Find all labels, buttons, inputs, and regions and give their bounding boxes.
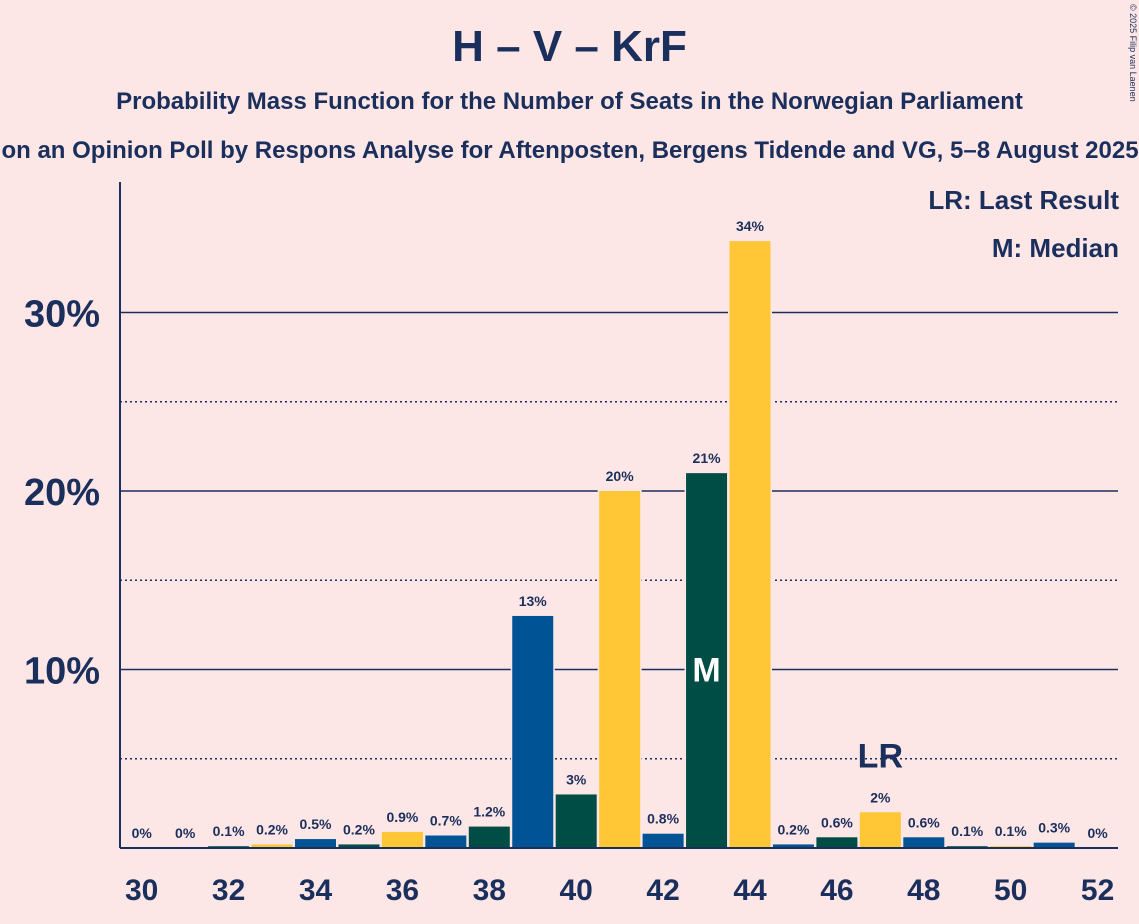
bar-value-label: 0.2%: [343, 821, 375, 837]
x-tick-label: 34: [299, 874, 333, 907]
bar-value-label: 0.8%: [647, 811, 679, 827]
bar-value-label: 0.5%: [300, 816, 332, 832]
x-tick-label: 50: [994, 874, 1027, 907]
x-tick-label: 38: [473, 874, 506, 907]
bar-value-label: 0.3%: [1038, 820, 1070, 836]
chart-subtitle: Probability Mass Function for the Number…: [116, 88, 1023, 115]
bar: [295, 839, 336, 848]
bar: [381, 831, 423, 848]
bar-value-label: 0.6%: [908, 814, 940, 830]
x-tick-label: 48: [907, 874, 940, 907]
bar: [599, 491, 641, 848]
x-tick-label: 32: [212, 874, 245, 907]
bar-value-label: 1.2%: [473, 804, 505, 820]
bar: [816, 837, 858, 848]
bar-value-label: 0%: [175, 825, 196, 841]
bar: [642, 833, 684, 848]
bar: [512, 615, 554, 848]
bar-value-label: 0.1%: [995, 823, 1027, 839]
bar-value-label: 13%: [519, 593, 548, 609]
bar: [1033, 842, 1075, 848]
bar-value-label: 0.6%: [821, 814, 853, 830]
bar-value-label: 20%: [606, 468, 635, 484]
legend-last-result: LR: Last Result: [928, 185, 1119, 215]
bar-value-label: 0.9%: [386, 809, 418, 825]
x-tick-label: 30: [125, 874, 158, 907]
bar-value-label: 0%: [132, 825, 153, 841]
y-tick-label: 10%: [24, 651, 100, 693]
x-tick-label: 46: [820, 874, 853, 907]
legend-median: M: Median: [991, 233, 1119, 263]
median-marker: M: [692, 652, 720, 690]
y-tick-label: 20%: [24, 472, 100, 514]
x-tick-label: 40: [560, 874, 593, 907]
bar-value-label: 21%: [693, 450, 722, 466]
bar: [425, 835, 467, 848]
bar-value-label: 0.1%: [213, 823, 245, 839]
chart-subtitle-source: on an Opinion Poll by Respons Analyse fo…: [1, 137, 1139, 164]
bar-value-label: 34%: [736, 218, 765, 234]
bar: [251, 844, 293, 848]
y-tick-label: 30%: [24, 294, 100, 336]
bar-value-label: 0.2%: [256, 821, 288, 837]
x-tick-label: 44: [733, 874, 767, 907]
bar-value-label: 3%: [566, 771, 587, 787]
bar: [729, 241, 771, 849]
bar-value-label: 2%: [870, 789, 891, 805]
last-result-marker: LR: [858, 737, 903, 775]
bar: [903, 837, 945, 848]
bar: [555, 794, 597, 848]
chart-title: H – V – KrF: [452, 22, 687, 71]
bar: [338, 844, 380, 848]
bar-value-label: 0.2%: [777, 821, 809, 837]
x-tick-label: 42: [646, 874, 679, 907]
x-tick-label: 36: [386, 874, 419, 907]
bar-value-label: 0.1%: [951, 823, 983, 839]
bar: [772, 844, 814, 848]
bar: [859, 812, 901, 848]
bar: [468, 826, 510, 848]
x-tick-label: 52: [1081, 874, 1114, 907]
bar-value-label: 0.7%: [430, 813, 462, 829]
bar-value-label: 0%: [1087, 825, 1108, 841]
bar: [686, 473, 728, 848]
